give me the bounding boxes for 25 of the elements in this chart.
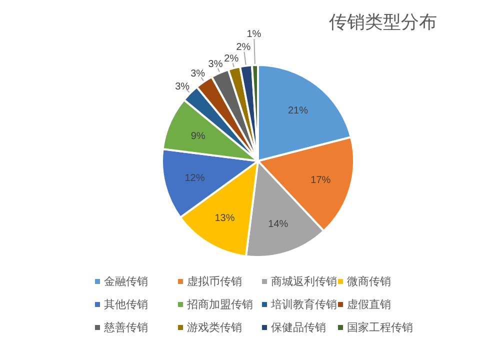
legend-label: 其他传销 [104,298,148,311]
data-label: 13% [214,213,235,224]
data-label: 17% [310,175,331,186]
chart-title: 传销类型分布 [329,12,437,32]
legend-label: 保健品传销 [271,322,326,334]
data-label: 1% [246,29,262,40]
data-label: 14% [268,219,288,230]
legend-label: 慈善传销 [103,321,148,334]
legend-label: 培训教育传销 [270,298,337,311]
legend-label: 虚假直销 [347,298,391,311]
data-label: 3% [190,68,206,80]
data-label: 9% [190,131,206,142]
data-label: 2% [236,42,251,53]
data-label: 21% [288,105,308,116]
data-label: 2% [224,53,239,64]
data-label: 3% [175,81,190,92]
data-label: 3% [208,58,223,70]
data-label: 12% [184,173,205,184]
legend-label: 微商传销 [347,275,391,288]
legend-label: 金融传销 [104,276,148,288]
legend-label: 游戏类传销 [187,321,242,334]
legend-label: 国家工程传销 [347,321,413,334]
legend-label: 虚拟币传销 [187,275,242,288]
legend-label: 招商加盟传销 [186,298,253,311]
legend-label: 商城返利传销 [271,275,337,288]
